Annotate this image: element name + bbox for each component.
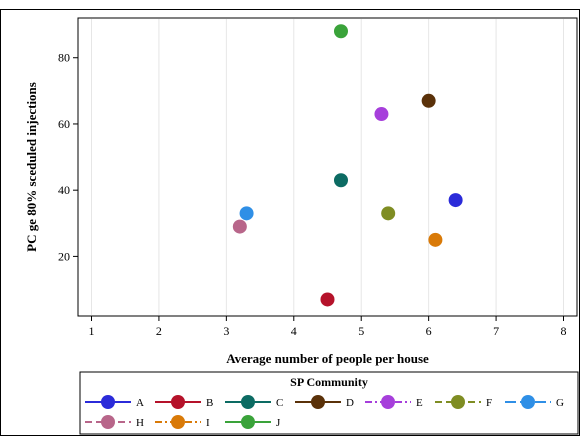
legend: SP Community A B C D E F G H I J xyxy=(79,371,579,435)
legend-item-c: C xyxy=(225,395,283,409)
x-axis-title: Average number of people per house xyxy=(226,351,429,366)
legend-marker xyxy=(241,415,255,429)
legend-label: A xyxy=(136,397,144,409)
data-point-f xyxy=(381,206,396,221)
x-tick-label: 2 xyxy=(156,324,162,338)
legend-label: G xyxy=(556,397,564,409)
legend-marker xyxy=(241,395,255,409)
data-point-c xyxy=(333,173,348,188)
legend-label: D xyxy=(346,397,354,409)
x-tick-label: 7 xyxy=(493,324,499,338)
legend-label: F xyxy=(486,397,492,409)
data-point-e xyxy=(374,107,389,122)
legend-item-h: H xyxy=(85,415,144,429)
legend-marker xyxy=(171,415,185,429)
legend-item-j: J xyxy=(225,415,281,429)
x-tick-label: 4 xyxy=(291,324,297,338)
legend-item-a: A xyxy=(85,395,144,409)
data-point-d xyxy=(421,93,436,108)
data-point-h xyxy=(232,219,247,234)
grid-lines xyxy=(90,19,565,315)
legend-label: B xyxy=(206,397,213,409)
x-tick-label: 8 xyxy=(561,324,567,338)
legend-item-d: D xyxy=(295,395,354,409)
legend-label: C xyxy=(276,397,283,409)
data-point-g xyxy=(239,206,254,221)
legend-marker xyxy=(381,395,395,409)
data-point-a xyxy=(448,193,463,208)
legend-marker xyxy=(451,395,465,409)
x-tick-label: 1 xyxy=(88,324,94,338)
y-tick-label: 80 xyxy=(58,51,70,65)
legend-label: J xyxy=(276,417,281,429)
x-tick-label: 3 xyxy=(223,324,229,338)
y-tick-label: 60 xyxy=(58,117,70,131)
data-point-j xyxy=(333,24,348,39)
legend-item-b: B xyxy=(155,395,213,409)
y-tick-label: 20 xyxy=(58,249,70,263)
x-tick-label: 6 xyxy=(426,324,432,338)
legend-entries: A B C D E F G H I J xyxy=(85,395,564,429)
legend-marker xyxy=(101,415,115,429)
legend-item-e: E xyxy=(365,395,423,409)
data-points xyxy=(232,24,463,307)
y-axis-title: PC ge 80% sceduled injections xyxy=(24,82,39,252)
legend-marker xyxy=(171,395,185,409)
data-point-i xyxy=(428,232,443,247)
axes: 1 2 3 4 5 6 7 8 20 40 60 80 xyxy=(58,51,567,338)
legend-marker xyxy=(521,395,535,409)
x-tick-label: 5 xyxy=(358,324,364,338)
legend-marker xyxy=(101,395,115,409)
legend-item-i: I xyxy=(155,415,210,429)
legend-label: E xyxy=(416,397,423,409)
plot-area xyxy=(77,17,578,317)
y-tick-label: 40 xyxy=(58,183,70,197)
legend-item-g: G xyxy=(505,395,564,409)
legend-marker xyxy=(311,395,325,409)
legend-label: H xyxy=(136,417,144,429)
data-point-b xyxy=(320,292,335,307)
legend-title: SP Community xyxy=(290,375,368,389)
legend-label: I xyxy=(206,417,210,429)
legend-item-f: F xyxy=(435,395,492,409)
